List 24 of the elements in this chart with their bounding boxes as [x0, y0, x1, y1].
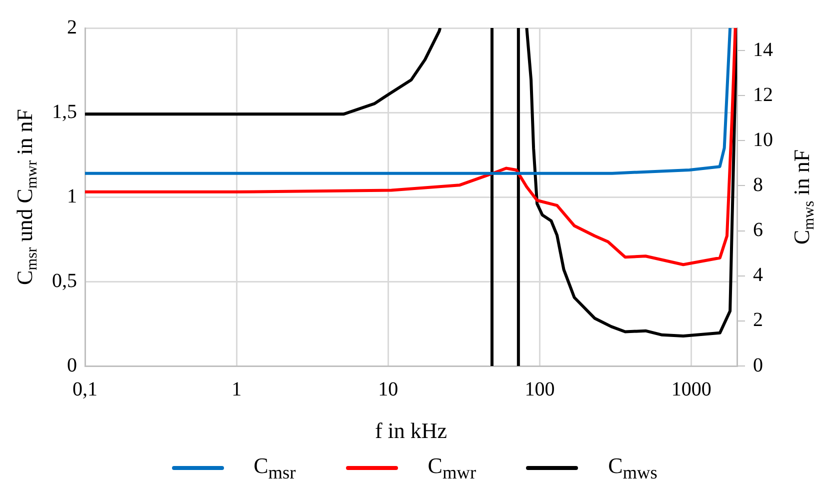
- legend-label: C$_{mws}$: [608, 452, 658, 484]
- x-tick-label: 10: [378, 378, 398, 400]
- y-tick-label: 2: [67, 16, 77, 38]
- y-tick-label: 1: [67, 185, 77, 208]
- y2-axis-title: Cmws in nF: [788, 149, 818, 245]
- x-tick-label: 100: [524, 378, 555, 400]
- y2-tick-label: 6: [753, 219, 763, 242]
- y-axis-title: Cmsr und Cmwr in nF: [12, 108, 41, 285]
- legend-label: C$_{mwr}$: [428, 452, 476, 484]
- y-tick-label: 0: [67, 354, 77, 376]
- y2-tick-label: 12: [753, 84, 773, 106]
- y2-tick-label: 4: [753, 264, 763, 286]
- x-axis-title: f in kHz: [374, 418, 448, 443]
- y-tick-label: 0,5: [52, 270, 77, 292]
- y2-tick-label: 10: [753, 128, 773, 151]
- y2-tick-label: 0: [753, 354, 763, 376]
- y2-tick-label: 8: [753, 174, 763, 196]
- y-tick-label: 1,5: [52, 100, 77, 123]
- x-tick-label: 1: [232, 378, 242, 400]
- y2-tick-label: 2: [753, 309, 763, 332]
- x-tick-label: 0,1: [72, 378, 98, 400]
- y2-tick-label: 14: [753, 38, 773, 61]
- x-tick-label: 1000: [671, 378, 712, 400]
- legend-label: C$_{msr}$: [254, 452, 296, 484]
